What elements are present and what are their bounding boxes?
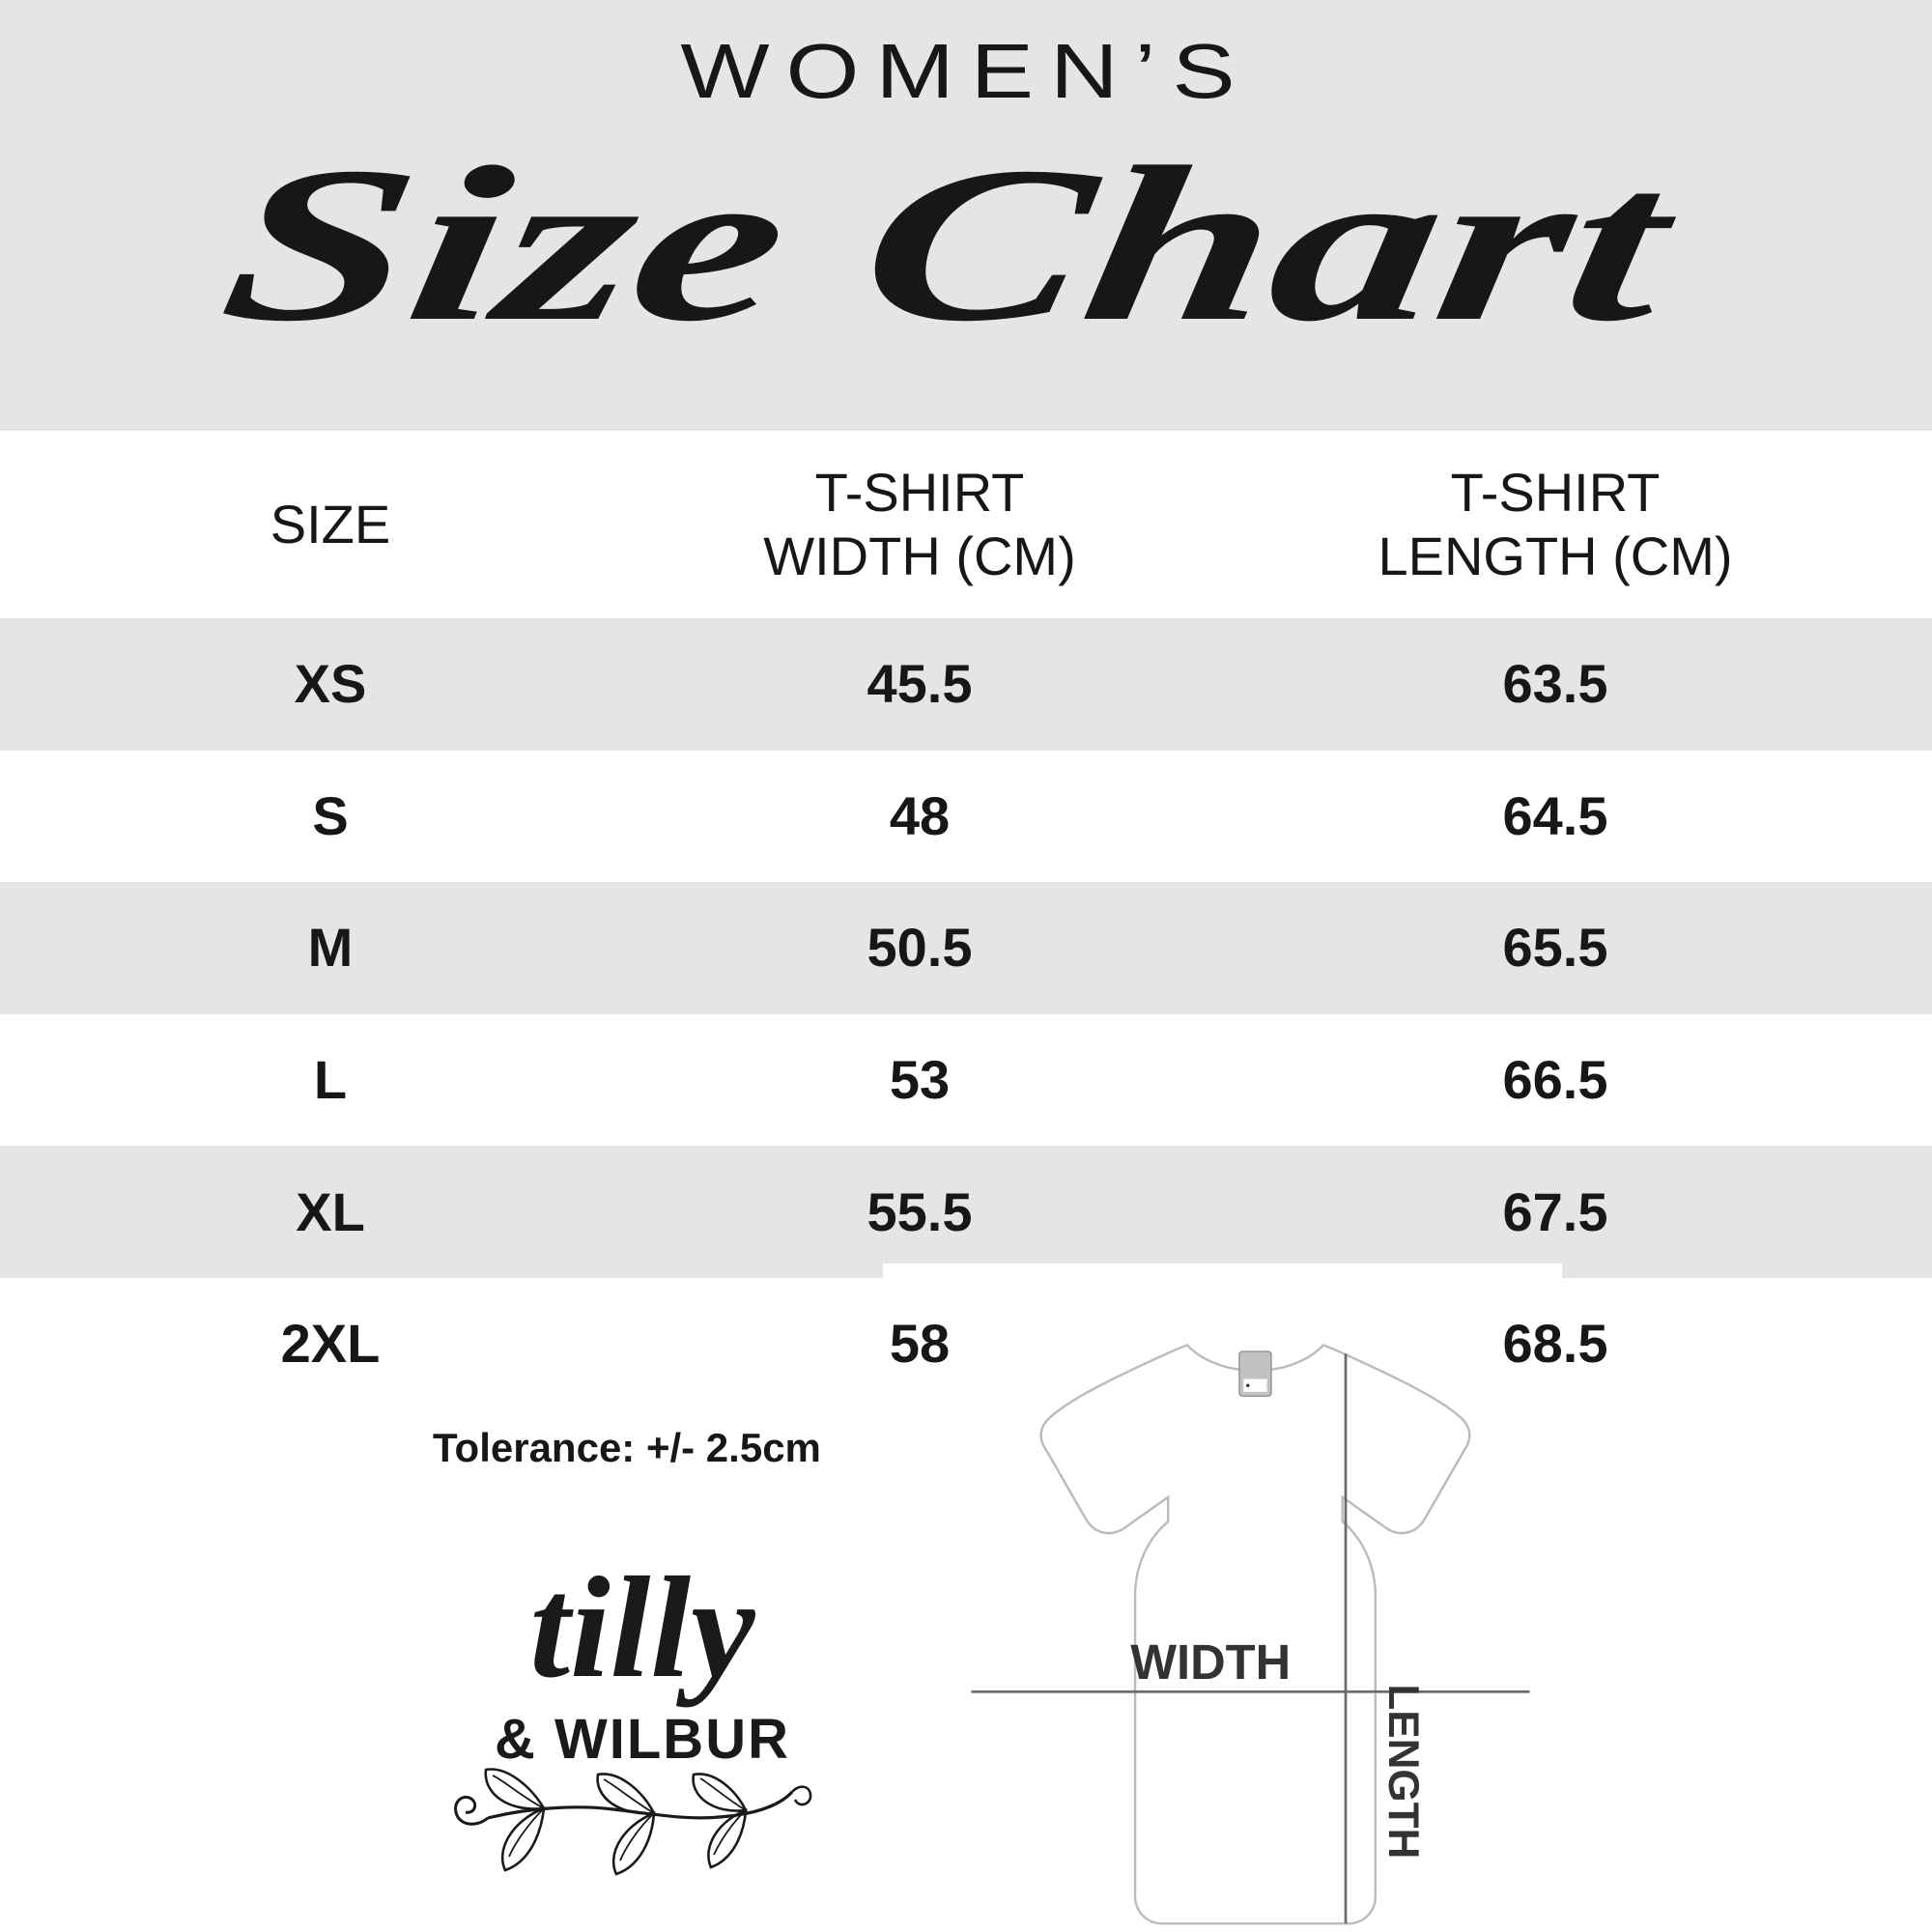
svg-text:WIDTH: WIDTH [1130,1634,1291,1690]
svg-text:& WILBUR: & WILBUR [495,1708,790,1771]
svg-text:LENGTH: LENGTH [1379,1684,1427,1859]
svg-text:tilly: tilly [529,1548,756,1708]
